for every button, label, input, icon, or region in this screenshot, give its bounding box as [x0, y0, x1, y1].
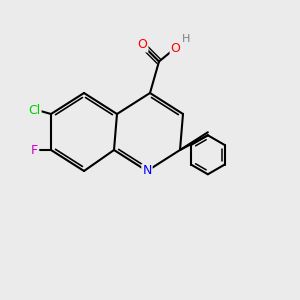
Text: F: F [31, 143, 38, 157]
Text: N: N [142, 164, 152, 178]
Text: Cl: Cl [28, 104, 40, 118]
Text: O: O [138, 38, 147, 52]
Text: H: H [182, 34, 190, 44]
Text: O: O [171, 41, 180, 55]
